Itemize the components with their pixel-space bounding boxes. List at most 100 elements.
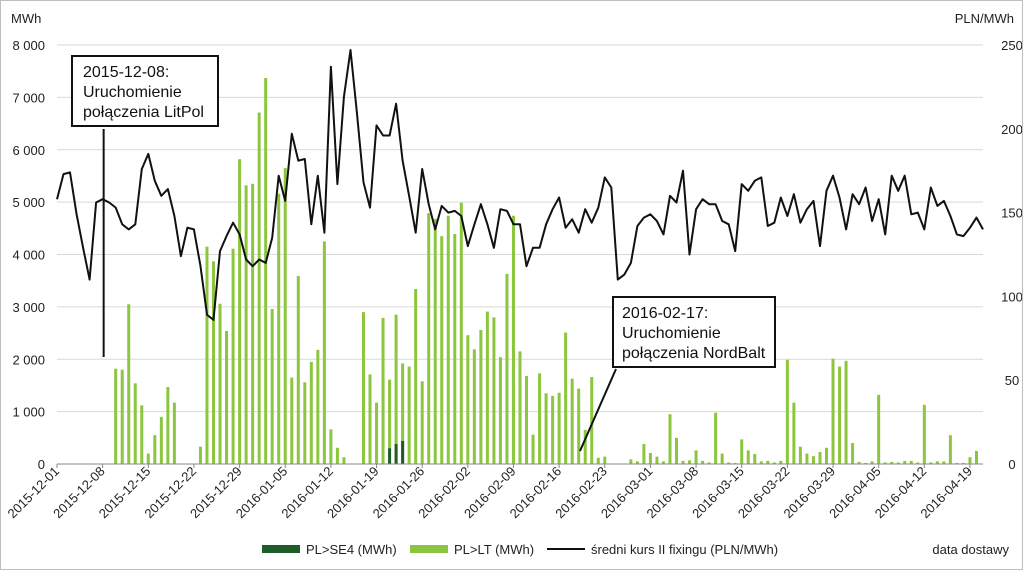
- bar-pl-lt: [596, 457, 600, 464]
- bar-pl-lt: [805, 453, 809, 464]
- bar-pl-lt: [538, 373, 542, 464]
- bar-pl-lt: [505, 273, 509, 464]
- bar-pl-lt: [648, 453, 652, 464]
- bar-pl-se4: [388, 448, 392, 464]
- bar-pl-lt: [929, 462, 933, 464]
- y-left-tick-label: 5 000: [12, 195, 45, 210]
- bar-pl-lt: [257, 112, 261, 464]
- bar-pl-lt: [329, 429, 333, 464]
- legend-swatch-pl-lt: [410, 545, 448, 553]
- bar-pl-lt: [792, 402, 796, 464]
- bar-pl-lt: [707, 462, 711, 464]
- bar-pl-lt: [779, 460, 783, 464]
- bar-pl-lt: [890, 461, 894, 464]
- bar-pl-lt: [518, 351, 522, 464]
- bar-pl-lt: [335, 447, 339, 464]
- annotation-nordbalt-line2: Uruchomienie: [622, 325, 721, 342]
- bar-pl-lt: [694, 450, 698, 464]
- bar-pl-lt: [225, 330, 229, 464]
- bar-pl-lt: [720, 453, 724, 464]
- bar-pl-lt: [642, 444, 646, 464]
- price-line: [56, 49, 984, 321]
- bar-pl-lt: [440, 236, 444, 464]
- legend-swatch-pl-se4: [262, 545, 300, 553]
- bar-pl-lt: [922, 404, 926, 464]
- bar-pl-lt: [277, 193, 281, 464]
- bar-pl-lt: [453, 234, 457, 464]
- bar-pl-lt: [205, 246, 209, 464]
- bar-pl-lt: [159, 416, 163, 464]
- bar-pl-lt: [772, 462, 776, 464]
- bar-pl-lt: [133, 383, 137, 464]
- bar-pl-lt: [577, 388, 581, 464]
- annotation-leader-lines: [102, 129, 617, 452]
- y-left-tick-label: 4 000: [12, 248, 45, 263]
- bar-pl-lt: [361, 312, 365, 464]
- bar-pl-lt: [916, 462, 920, 464]
- bar-pl-lt: [146, 453, 150, 464]
- bar-pl-lt: [759, 461, 763, 464]
- bar-pl-lt: [590, 377, 594, 464]
- bar-pl-lt: [798, 446, 802, 464]
- bar-pl-lt: [231, 248, 235, 464]
- legend-label-pl-se4: PL>SE4 (MWh): [306, 542, 397, 557]
- bar-pl-lt: [864, 462, 868, 464]
- bar-pl-lt: [883, 462, 887, 464]
- bar-pl-lt: [701, 460, 705, 464]
- y-right-tick-label: 100: [1001, 289, 1022, 304]
- bar-pl-lt: [629, 459, 633, 464]
- bar-pl-lt: [564, 332, 568, 464]
- bar-pl-se4: [394, 444, 398, 464]
- x-axis-title: data dostawy: [932, 542, 1009, 557]
- y-right-tick-label: 250: [1001, 38, 1022, 53]
- bar-pl-lt: [414, 289, 418, 464]
- bar-pl-lt: [668, 414, 672, 464]
- bar-pl-lt: [824, 447, 828, 464]
- bar-pl-lt: [114, 368, 118, 464]
- bar-pl-lt: [583, 429, 587, 464]
- y-right-tick-label: 0: [1008, 457, 1015, 472]
- bar-pl-lt: [270, 308, 274, 464]
- bar-pl-lt: [746, 450, 750, 464]
- bar-pl-lt: [127, 304, 131, 464]
- bar-pl-lt: [675, 437, 679, 464]
- bar-pl-lt: [401, 363, 405, 464]
- annotation-nordbalt-leader: [579, 368, 617, 452]
- bar-pl-lt: [466, 335, 470, 464]
- bar-pl-se4: [401, 440, 405, 464]
- bar-pl-lt: [551, 395, 555, 464]
- bar-pl-lt: [635, 461, 639, 464]
- bar-pl-lt: [785, 359, 789, 464]
- bar-pl-lt: [433, 218, 437, 464]
- bar-pl-lt: [342, 457, 346, 464]
- y-left-axis-title: MWh: [11, 11, 41, 26]
- bar-pl-lt: [974, 450, 978, 464]
- bar-pl-lt: [681, 460, 685, 464]
- bar-pl-lt: [446, 215, 450, 464]
- y-right-tick-label: 200: [1001, 122, 1022, 137]
- bar-pl-lt: [264, 77, 268, 464]
- bar-pl-lt: [244, 185, 248, 465]
- bar-pl-lt: [948, 435, 952, 464]
- y-left-tick-label: 6 000: [12, 143, 45, 158]
- bar-pl-lt: [375, 402, 379, 464]
- bar-pl-lt: [427, 213, 431, 464]
- bar-pl-lt: [851, 443, 855, 464]
- bar-pl-lt: [942, 461, 946, 464]
- bar-pl-lt: [531, 434, 535, 464]
- bar-pl-lt: [753, 454, 757, 464]
- bar-pl-lt: [961, 462, 965, 464]
- y-left-tick-label: 8 000: [12, 38, 45, 53]
- bar-pl-lt: [909, 460, 913, 464]
- bar-pl-lt: [251, 183, 255, 464]
- y-right-tick-label: 50: [1005, 373, 1019, 388]
- legend-label-price: średni kurs II fixingu (PLN/MWh): [591, 542, 778, 557]
- legend-item-pl-se4: PL>SE4 (MWh): [262, 542, 397, 557]
- y-right-tick-label: 150: [1001, 206, 1022, 221]
- bar-pl-lt: [935, 461, 939, 464]
- y-left-tick-label: 7 000: [12, 90, 45, 105]
- series-price-line: [56, 49, 984, 321]
- bar-pl-lt: [368, 374, 372, 464]
- y-left-tick-label: 1 000: [12, 405, 45, 420]
- legend-item-price: średni kurs II fixingu (PLN/MWh): [547, 542, 778, 557]
